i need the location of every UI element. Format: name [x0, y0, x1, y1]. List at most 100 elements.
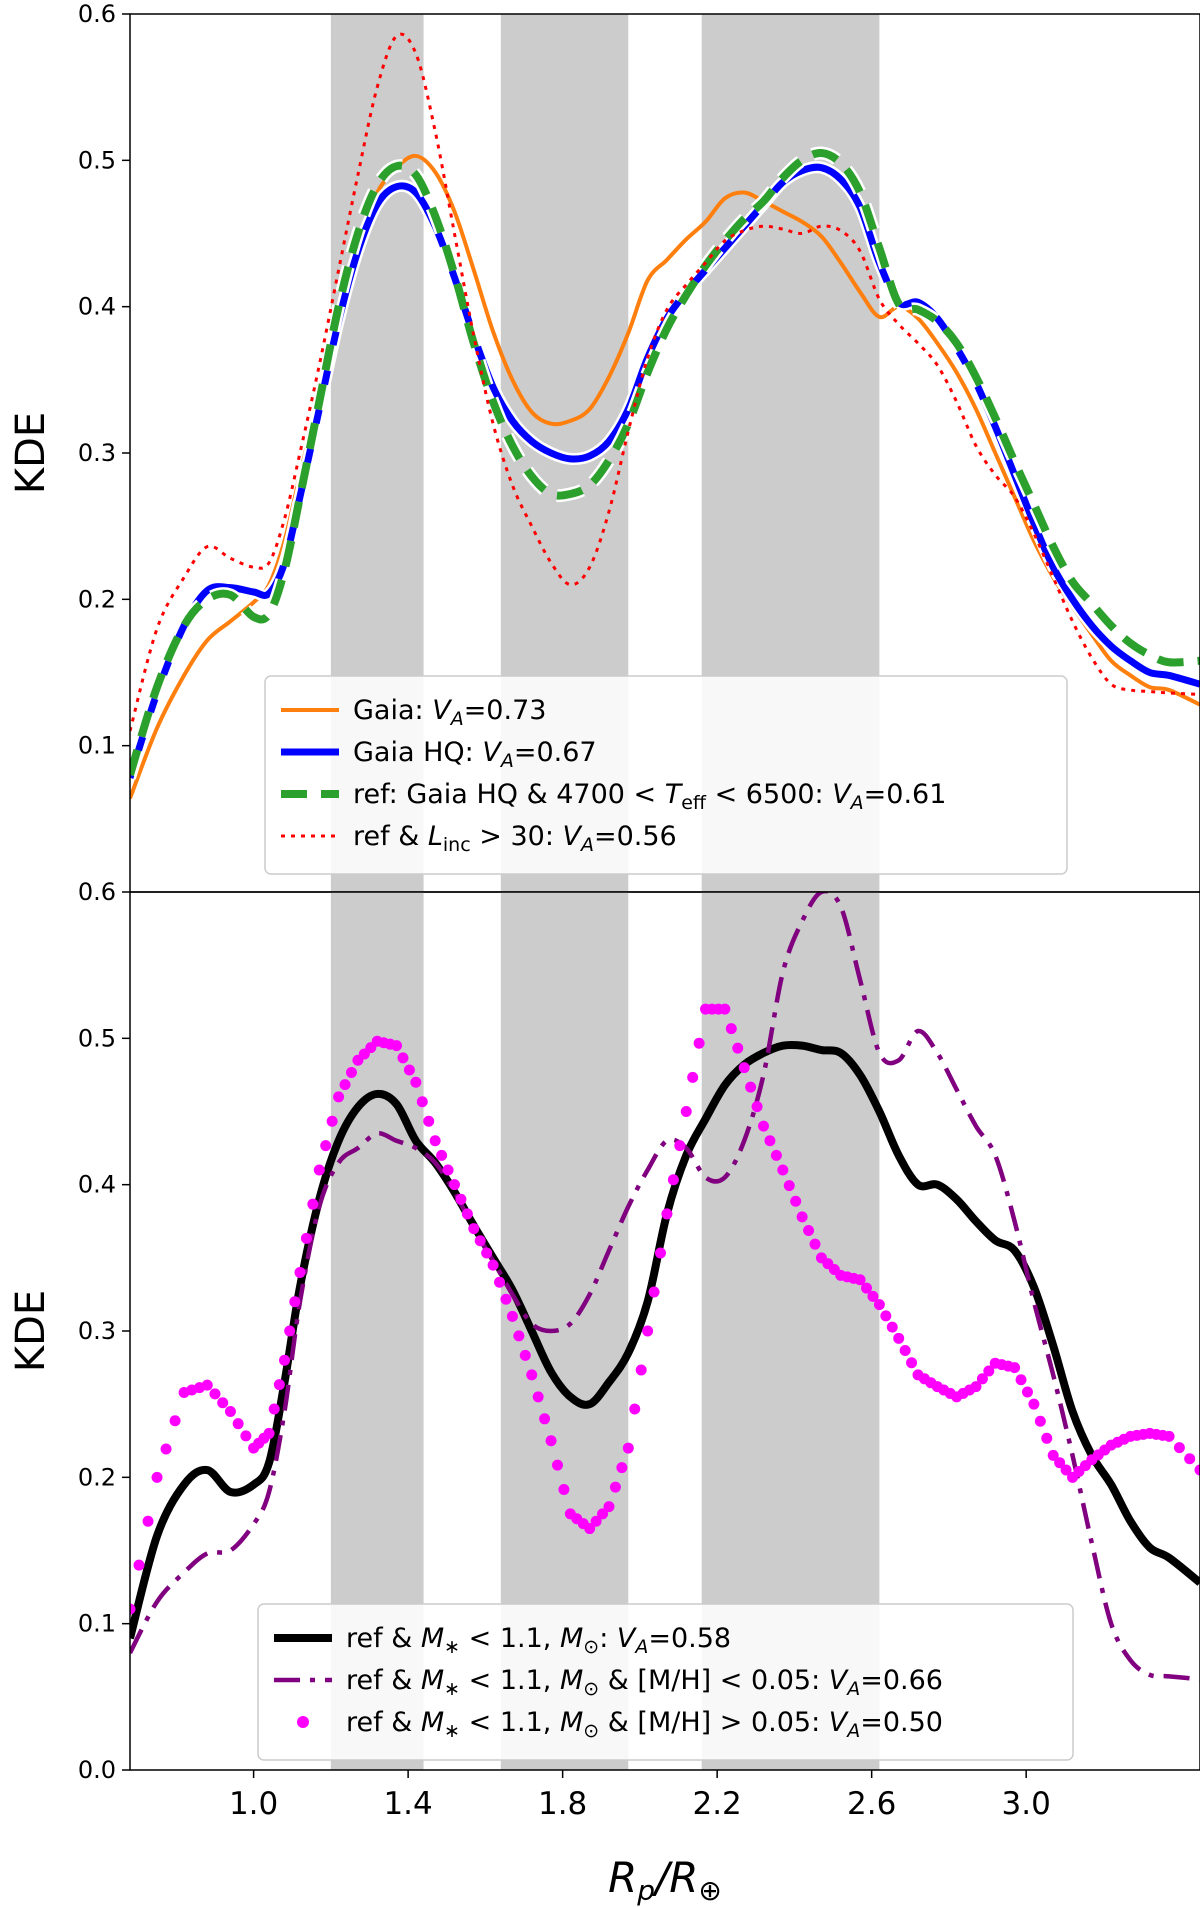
y-tick-label: 0.1	[78, 1610, 116, 1638]
data-point	[854, 1274, 866, 1286]
data-point	[687, 1071, 699, 1083]
series-m_lt_mh_low	[130, 892, 1200, 1682]
data-point	[770, 1149, 782, 1161]
data-point	[629, 1403, 641, 1415]
data-point	[448, 1179, 460, 1191]
data-point	[526, 1369, 538, 1381]
data-point	[1163, 1430, 1175, 1442]
data-point	[654, 1247, 666, 1259]
y-tick-label: 0.5	[78, 146, 116, 174]
series-ref_linc	[130, 32, 1200, 732]
series-group	[130, 32, 1200, 800]
x-axis-label: Rp/R⊕	[608, 1853, 722, 1907]
data-point	[423, 1115, 435, 1127]
data-point	[506, 1310, 518, 1322]
legend-top: Gaia: VA=0.73 Gaia HQ: VA=0.67 ref: Gaia H…	[264, 675, 1068, 875]
legend-label-m_lt: ref & M∗ < 1.1, M⊙: VA=0.58	[346, 1623, 731, 1658]
data-point	[133, 1559, 145, 1571]
data-point	[1041, 1432, 1053, 1444]
data-point	[130, 1603, 136, 1615]
data-point	[224, 1405, 236, 1417]
data-point	[339, 1079, 351, 1091]
data-point	[403, 1064, 415, 1076]
data-point	[584, 1523, 596, 1535]
data-point	[1194, 1464, 1200, 1476]
data-point	[263, 1427, 275, 1439]
y-tick-label: 0.4	[78, 1171, 116, 1199]
data-point	[217, 1397, 229, 1409]
data-point	[880, 1310, 892, 1322]
data-point	[648, 1286, 660, 1298]
x-tick-label: 2.2	[692, 1786, 741, 1822]
data-point	[320, 1140, 332, 1152]
data-point	[313, 1164, 325, 1176]
data-point	[893, 1332, 905, 1344]
data-point	[764, 1135, 776, 1147]
data-point	[326, 1115, 338, 1127]
data-point	[410, 1076, 422, 1088]
data-point	[635, 1364, 647, 1376]
data-point	[474, 1235, 486, 1247]
y-tick-label: 0.2	[78, 1463, 116, 1491]
x-tick-label: 2.6	[847, 1786, 896, 1822]
data-point	[1060, 1464, 1072, 1476]
data-point	[661, 1208, 673, 1220]
data-point	[886, 1321, 898, 1333]
data-point	[436, 1149, 448, 1161]
data-point	[622, 1442, 634, 1454]
data-point	[279, 1354, 291, 1366]
data-point	[758, 1120, 770, 1132]
y-tick-label: 0.3	[78, 1317, 116, 1345]
data-point	[777, 1164, 789, 1176]
data-point	[532, 1391, 544, 1403]
data-point	[232, 1418, 244, 1430]
data-point	[719, 1003, 731, 1015]
data-point	[289, 1296, 301, 1308]
data-point	[1021, 1386, 1033, 1398]
data-point	[151, 1471, 163, 1483]
y-tick-label: 0.6	[78, 0, 116, 28]
y-tick-label: 0.2	[78, 585, 116, 613]
legend-label-ref_linc: ref & Linc > 30: VA=0.56	[353, 821, 677, 856]
legend-label-ref: ref: Gaia HQ & 4700 < Teff < 6500: VA=0.…	[353, 779, 946, 814]
x-tick-label: 1.8	[538, 1786, 587, 1822]
data-point	[429, 1135, 441, 1147]
data-point	[1173, 1442, 1185, 1454]
series-group	[130, 892, 1200, 1682]
data-point	[597, 1508, 609, 1520]
data-point	[899, 1345, 911, 1357]
y-tick-label: 0.3	[78, 439, 116, 467]
data-point	[1054, 1457, 1066, 1469]
data-point	[273, 1379, 285, 1391]
series-m_lt_mh_high	[130, 1003, 1200, 1615]
data-point	[481, 1247, 493, 1259]
data-point	[333, 1091, 345, 1103]
data-point	[391, 1040, 403, 1052]
data-point	[738, 1062, 750, 1074]
data-point	[545, 1435, 557, 1447]
y-axis-label: KDE	[8, 412, 54, 494]
y-axis-label: KDE	[8, 1290, 54, 1372]
panel-top: 0.1 0.2 0.3 0.4 0.5 0.6 KDE	[8, 0, 1200, 893]
data-point	[970, 1381, 982, 1393]
data-point	[906, 1357, 918, 1369]
data-point	[680, 1106, 692, 1117]
data-point	[809, 1238, 821, 1250]
data-point	[461, 1208, 473, 1220]
x-tick-label: 1.4	[383, 1786, 432, 1822]
data-point	[642, 1325, 654, 1337]
legend-label-gaia: Gaia: VA=0.73	[353, 695, 546, 730]
data-point	[209, 1388, 221, 1400]
data-point	[725, 1023, 737, 1035]
data-point	[455, 1193, 467, 1205]
data-point	[397, 1052, 409, 1064]
data-point	[693, 1037, 705, 1049]
legend-label-m_lt_mh_high: ref & M∗ < 1.1, M⊙ & [M/H] > 0.05: VA=0.…	[346, 1707, 943, 1742]
data-point	[307, 1198, 319, 1210]
data-point	[1028, 1398, 1040, 1410]
data-point	[796, 1211, 808, 1223]
data-point	[169, 1415, 181, 1427]
data-point	[873, 1299, 885, 1311]
data-point	[1034, 1415, 1046, 1427]
